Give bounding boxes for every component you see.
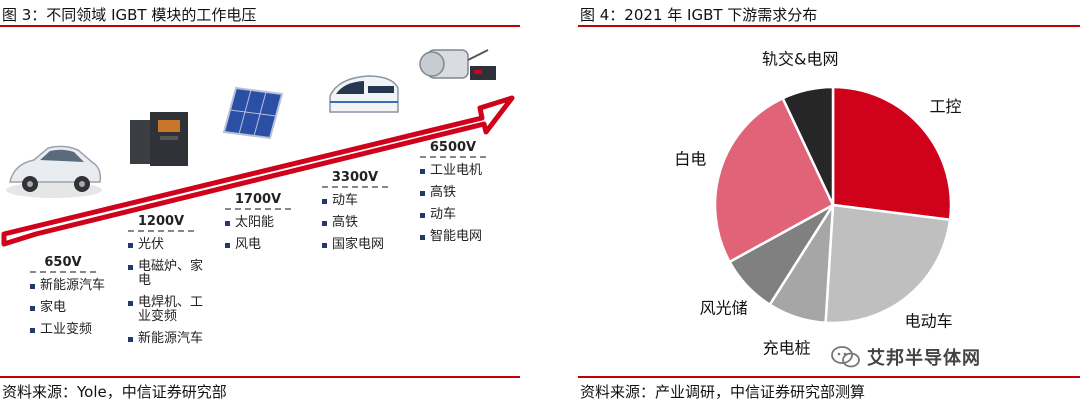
list-item: 电磁炉、家电	[128, 260, 214, 288]
list-item: 风电	[225, 238, 311, 252]
pie-slice-5	[781, 85, 835, 206]
watermark: 艾邦半导体网	[831, 344, 981, 370]
voltage-arrow-graphic	[1, 95, 515, 247]
voltage-group-6500v: 6500V 工业电机 高铁 动车 智能电网	[420, 140, 506, 252]
voltage-group-3300v: 3300V 动车 高铁 国家电网	[322, 170, 408, 260]
list-item: 高铁	[322, 216, 408, 230]
list-item: 家电	[30, 301, 116, 315]
list-item: 动车	[322, 194, 408, 208]
solar-panel-icon	[222, 86, 284, 140]
figure-3-source: 资料来源：Yole，中信证券研究部	[2, 383, 227, 401]
list-item: 光伏	[128, 238, 214, 252]
source-rule	[0, 376, 520, 378]
list-item: 动车	[420, 208, 506, 222]
list-item: 工业变频	[30, 323, 116, 337]
pie-slice-1	[824, 203, 952, 325]
figure-4-panel: 图 4：2021 年 IGBT 下游需求分布 工控电动车充电桩 风光储 白电 轨交&电…	[578, 0, 1080, 408]
figure-4-source: 资料来源：产业调研，中信证券研究部测算	[580, 383, 866, 401]
divider	[225, 208, 291, 210]
divider	[322, 186, 388, 188]
pie-slice-4	[713, 96, 835, 264]
application-list: 光伏 电磁炉、家电 电焊机、工业变频 新能源汽车	[128, 238, 214, 346]
voltage-group-1200v: 1200V 光伏 电磁炉、家电 电焊机、工业变频 新能源汽车	[128, 214, 214, 354]
arrow-icon	[1, 95, 515, 247]
car-icon	[6, 145, 102, 198]
figure-3-panel: 图 3：不同领域 IGBT 模块的工作电压	[0, 0, 520, 408]
pie-label-5: 轨交&电网	[762, 50, 838, 69]
pie-label-3: 风光储	[700, 299, 748, 318]
title-rule	[0, 25, 520, 27]
voltage-label: 6500V	[429, 140, 477, 155]
list-item: 高铁	[420, 186, 506, 200]
pie-label-1: 电动车	[905, 312, 953, 331]
list-item: 新能源汽车	[30, 279, 116, 293]
list-item: 太阳能	[225, 216, 311, 230]
motor-icon	[419, 49, 496, 80]
wechat-icon	[831, 346, 860, 368]
pie-label-2: 充电桩	[763, 339, 811, 358]
voltage-label: 3300V	[331, 170, 379, 185]
voltage-label: 1200V	[137, 214, 185, 229]
title-rule	[578, 25, 1080, 27]
source-rule	[578, 376, 1080, 378]
list-item: 工业电机	[420, 164, 506, 178]
voltage-label: 650V	[44, 255, 82, 270]
train-icon	[329, 75, 399, 113]
list-item: 新能源汽车	[128, 332, 214, 346]
figure-3-title: 图 3：不同领域 IGBT 模块的工作电压	[2, 6, 257, 24]
application-list: 太阳能 风电	[225, 216, 311, 252]
pie-label-0: 工控	[930, 97, 962, 116]
divider	[30, 271, 96, 273]
divider	[128, 230, 194, 232]
list-item: 智能电网	[420, 230, 506, 244]
voltage-label: 1700V	[234, 192, 282, 207]
list-item: 国家电网	[322, 238, 408, 252]
watermark-text: 艾邦半导体网	[867, 348, 981, 369]
divider	[420, 156, 486, 158]
application-list: 新能源汽车 家电 工业变频	[30, 279, 116, 337]
list-item: 电焊机、工业变频	[128, 296, 214, 324]
inverter-icon	[130, 112, 188, 166]
pie-slice-0	[831, 85, 953, 222]
figure-4-title: 图 4：2021 年 IGBT 下游需求分布	[580, 6, 818, 24]
pie-label-4: 白电	[674, 150, 706, 169]
voltage-group-1700v: 1700V 太阳能 风电	[225, 192, 311, 260]
application-list: 工业电机 高铁 动车 智能电网	[420, 164, 506, 244]
voltage-group-650v: 650V 新能源汽车 家电 工业变频	[30, 255, 116, 345]
application-list: 动车 高铁 国家电网	[322, 194, 408, 252]
